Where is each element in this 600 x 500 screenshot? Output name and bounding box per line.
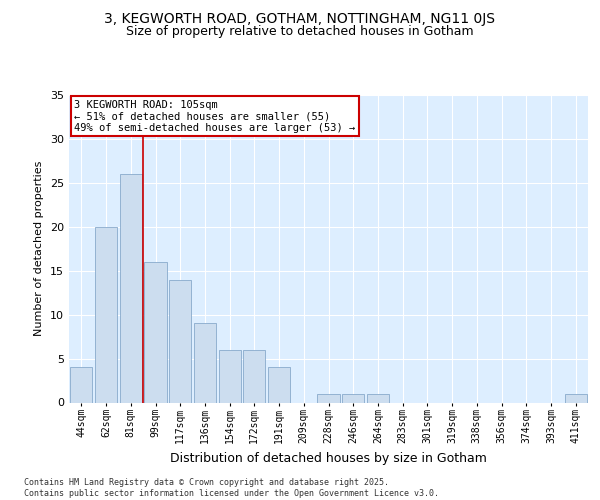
Bar [565, 394, 587, 402]
Bar [268, 368, 290, 402]
Y-axis label: Number of detached properties: Number of detached properties [34, 161, 44, 336]
Text: Size of property relative to detached houses in Gotham: Size of property relative to detached ho… [126, 25, 474, 38]
Text: Contains HM Land Registry data © Crown copyright and database right 2025.
Contai: Contains HM Land Registry data © Crown c… [24, 478, 439, 498]
Bar [317, 394, 340, 402]
X-axis label: Distribution of detached houses by size in Gotham: Distribution of detached houses by size … [170, 452, 487, 464]
Bar [367, 394, 389, 402]
Bar [194, 324, 216, 402]
Bar [70, 368, 92, 402]
Bar [169, 280, 191, 402]
Bar [218, 350, 241, 403]
Text: 3, KEGWORTH ROAD, GOTHAM, NOTTINGHAM, NG11 0JS: 3, KEGWORTH ROAD, GOTHAM, NOTTINGHAM, NG… [104, 12, 496, 26]
Bar [243, 350, 265, 403]
Bar [95, 227, 117, 402]
Text: 3 KEGWORTH ROAD: 105sqm
← 51% of detached houses are smaller (55)
49% of semi-de: 3 KEGWORTH ROAD: 105sqm ← 51% of detache… [74, 100, 355, 133]
Bar [342, 394, 364, 402]
Bar [145, 262, 167, 402]
Bar [119, 174, 142, 402]
